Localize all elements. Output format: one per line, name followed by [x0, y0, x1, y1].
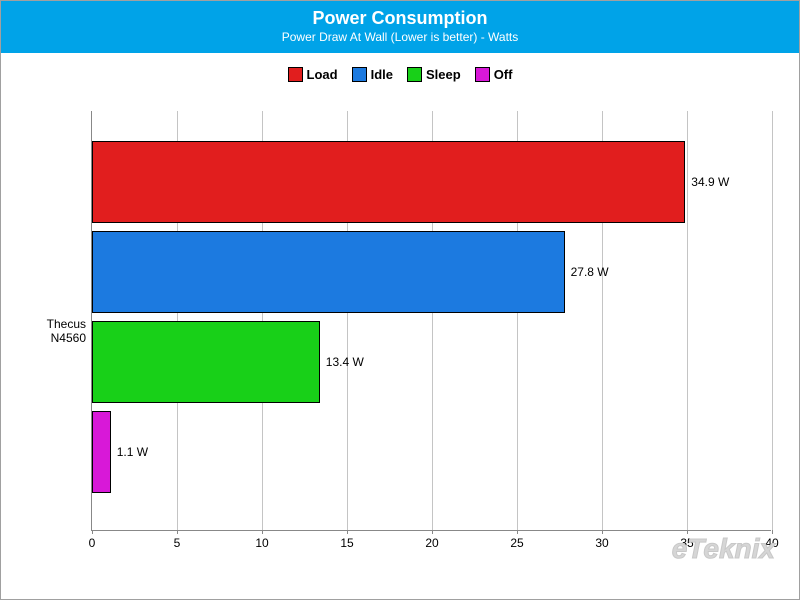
x-tick-label: 0	[89, 536, 96, 550]
bar-value-label: 27.8 W	[571, 265, 609, 279]
y-axis-label: Thecus N4560	[11, 317, 86, 345]
x-tick-label: 15	[340, 536, 353, 550]
chart-subtitle: Power Draw At Wall (Lower is better) - W…	[1, 29, 799, 45]
legend-label: Load	[307, 67, 338, 82]
bar-value-label: 1.1 W	[117, 445, 148, 459]
grid-line	[772, 111, 773, 530]
x-tick-label: 5	[174, 536, 181, 550]
x-tick	[262, 530, 263, 534]
x-tick	[602, 530, 603, 534]
legend-item: Load	[288, 67, 338, 82]
grid-line	[687, 111, 688, 530]
legend: Load Idle Sleep Off	[1, 67, 799, 82]
x-tick-label: 20	[425, 536, 438, 550]
legend-label: Off	[494, 67, 513, 82]
x-tick	[347, 530, 348, 534]
legend-item: Off	[475, 67, 513, 82]
chart-title: Power Consumption	[1, 7, 799, 29]
x-tick-label: 10	[255, 536, 268, 550]
x-tick-label: 25	[510, 536, 523, 550]
bar-value-label: 34.9 W	[691, 175, 729, 189]
bar	[92, 231, 565, 313]
x-tick	[517, 530, 518, 534]
x-tick-label: 30	[595, 536, 608, 550]
legend-item: Idle	[352, 67, 393, 82]
legend-label: Sleep	[426, 67, 461, 82]
x-tick	[92, 530, 93, 534]
x-tick	[177, 530, 178, 534]
chart-header: Power Consumption Power Draw At Wall (Lo…	[1, 1, 799, 53]
legend-label: Idle	[371, 67, 393, 82]
bar-value-label: 13.4 W	[326, 355, 364, 369]
plot: 051015202530354034.9 W27.8 W13.4 W1.1 W …	[91, 111, 771, 551]
legend-swatch	[288, 67, 303, 82]
legend-swatch	[352, 67, 367, 82]
bar	[92, 321, 320, 403]
legend-item: Sleep	[407, 67, 461, 82]
legend-swatch	[475, 67, 490, 82]
x-tick	[772, 530, 773, 534]
x-tick-label: 40	[765, 536, 778, 550]
bar	[92, 411, 111, 493]
legend-swatch	[407, 67, 422, 82]
bar	[92, 141, 685, 223]
x-tick	[432, 530, 433, 534]
plot-area: 051015202530354034.9 W27.8 W13.4 W1.1 W	[91, 111, 771, 531]
x-tick-label: 35	[680, 536, 693, 550]
x-tick	[687, 530, 688, 534]
chart-frame: Power Consumption Power Draw At Wall (Lo…	[0, 0, 800, 600]
